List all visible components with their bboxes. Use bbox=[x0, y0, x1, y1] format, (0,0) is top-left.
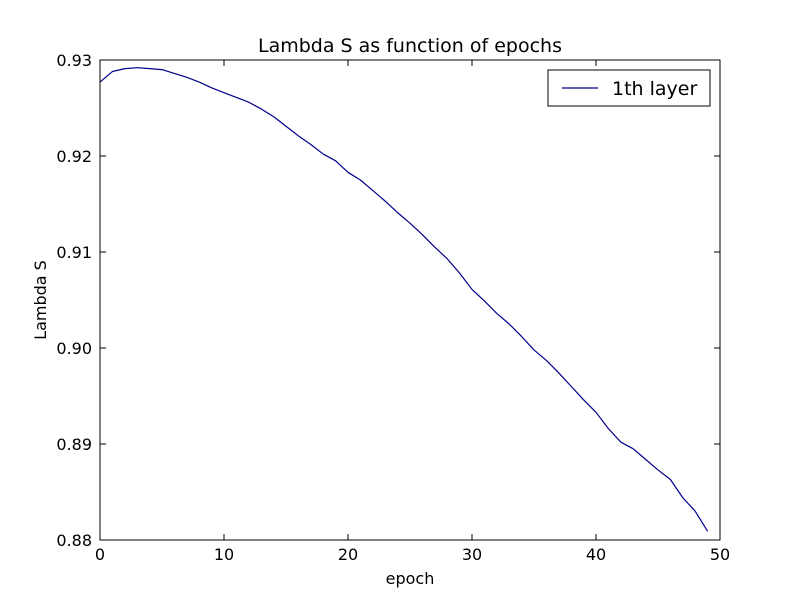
x-tick-label: 0 bbox=[95, 545, 105, 564]
plot-frame bbox=[99, 59, 721, 541]
series-layer bbox=[99, 67, 709, 532]
y-axis: 0.88 0.89 0.90 0.91 0.92 0.93 bbox=[56, 51, 720, 550]
x-axis: 0 10 20 30 40 50 bbox=[95, 60, 730, 564]
x-tick-label: 30 bbox=[462, 545, 482, 564]
x-tick-label: 40 bbox=[586, 545, 606, 564]
chart-title: Lambda S as function of epochs bbox=[258, 35, 562, 57]
y-tick-label: 0.88 bbox=[56, 531, 92, 550]
legend-label: 1th layer bbox=[612, 78, 697, 100]
x-axis-title: epoch bbox=[386, 569, 435, 588]
y-tick-label: 0.90 bbox=[56, 339, 92, 358]
y-axis-title: Lambda S bbox=[31, 260, 50, 340]
x-tick-label: 10 bbox=[214, 545, 234, 564]
x-tick-label: 50 bbox=[710, 545, 730, 564]
legend: 1th layer bbox=[547, 69, 711, 107]
y-tick-label: 0.92 bbox=[56, 147, 92, 166]
plot-area bbox=[100, 60, 720, 540]
y-tick-label: 0.93 bbox=[56, 51, 92, 70]
y-tick-label: 0.89 bbox=[56, 435, 92, 454]
plot-border bbox=[99, 59, 721, 541]
series-line-1 bbox=[99, 67, 709, 532]
x-tick-label: 20 bbox=[338, 545, 358, 564]
y-tick-label: 0.91 bbox=[56, 243, 92, 262]
plot-background bbox=[100, 60, 720, 540]
